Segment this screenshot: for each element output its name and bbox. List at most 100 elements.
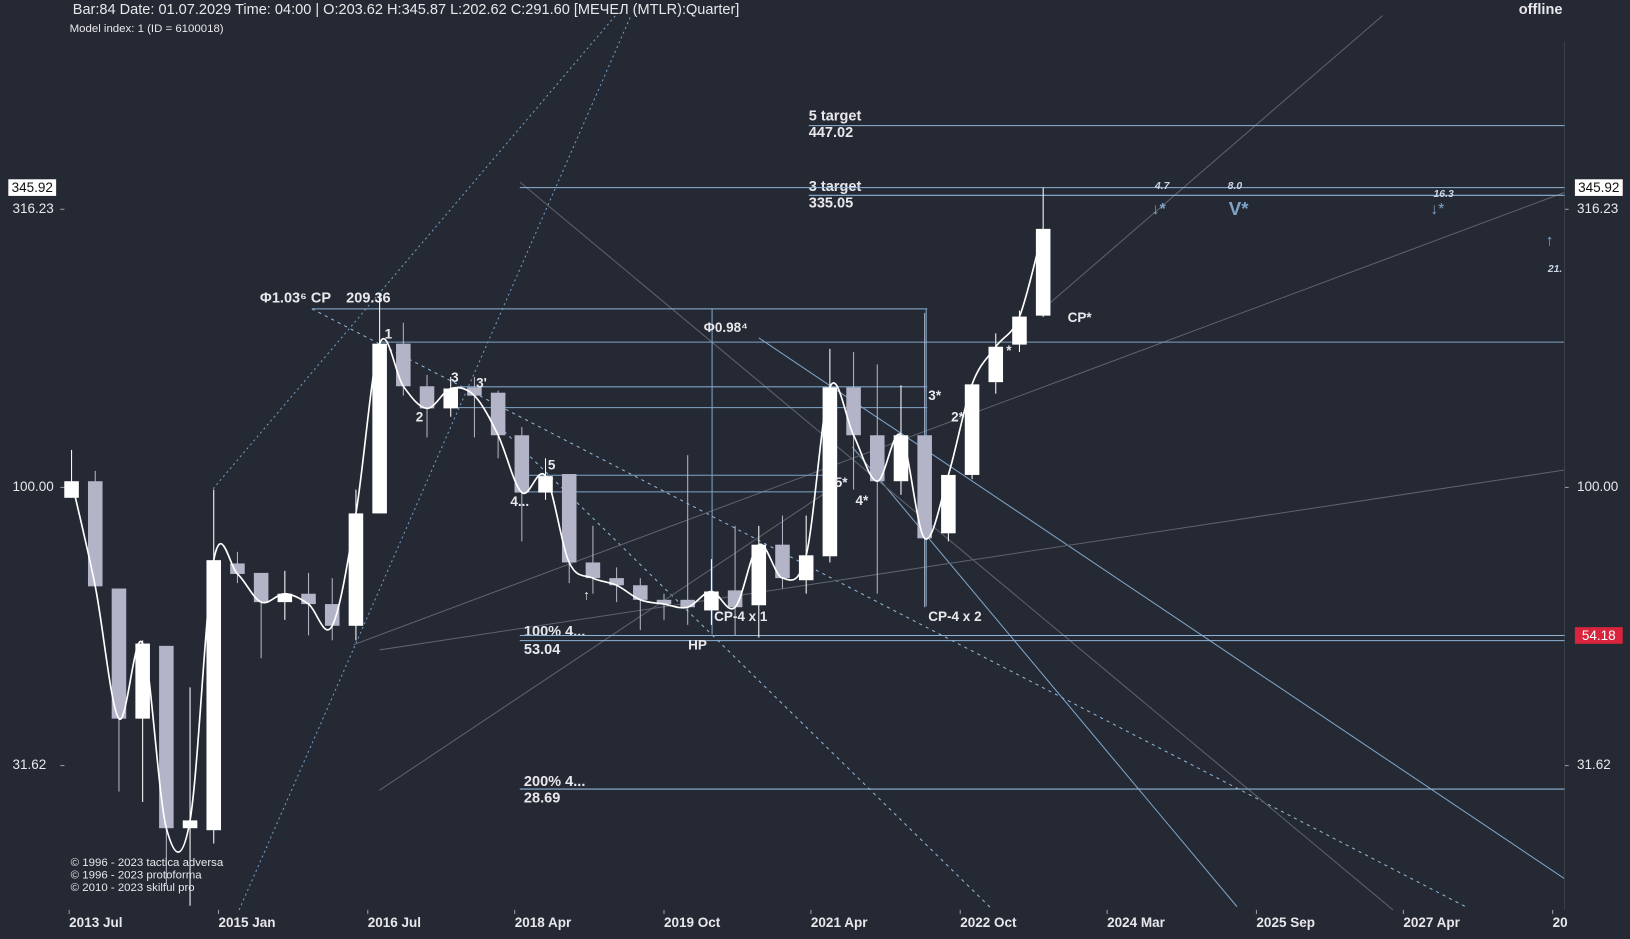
x-tick-label: 2021 Apr	[811, 915, 868, 930]
x-tick-label: 2022 Oct	[960, 915, 1017, 930]
x-tick-label: 2013 Jul	[69, 915, 122, 930]
level-name: 200% 4...	[524, 774, 585, 790]
candle-body	[467, 387, 482, 396]
annotation: 5	[548, 457, 556, 472]
candle-body	[941, 474, 956, 534]
annotation: 3'	[476, 375, 487, 390]
annotation: 4...	[510, 494, 529, 509]
candle-body	[893, 435, 909, 482]
candle-body	[324, 604, 340, 626]
subtitle: Model index: 1 (ID = 6100018)	[70, 23, 224, 35]
candle-body	[135, 643, 150, 719]
level-value: 447.02	[809, 125, 853, 141]
x-tick-label: 2024 Mar	[1107, 915, 1166, 930]
annotation: 1	[385, 326, 393, 341]
trend-line	[1039, 15, 1383, 313]
trend-line	[852, 446, 1238, 908]
level-value: 209.36	[346, 290, 390, 306]
candle-body	[988, 346, 1004, 383]
candle-body	[846, 387, 861, 436]
x-tick-label: 20	[1553, 915, 1568, 930]
y-tick-label: 100.00	[12, 479, 53, 494]
annotation: 16.3	[1434, 189, 1454, 200]
candle-body	[111, 588, 127, 719]
candle-body	[538, 476, 553, 493]
price-marker-label: 345.92	[1578, 180, 1619, 195]
chart-title: Bar:84 Date: 01.07.2029 Time: 04:00 | O:…	[73, 2, 740, 18]
price-marker-label: 54.18	[1582, 628, 1616, 643]
level-name: 3 target	[809, 179, 862, 195]
candle-body	[206, 560, 222, 831]
copyright: © 1996 - 2023 protoforma	[71, 870, 203, 882]
level-value: 335.05	[809, 196, 853, 212]
x-tick-label: 2015 Jan	[218, 915, 275, 930]
candle-body	[301, 593, 316, 605]
trend-line	[311, 308, 1466, 908]
level-value: 53.04	[524, 642, 561, 658]
annotation: ↓*	[1430, 201, 1444, 218]
candle-body	[727, 590, 743, 608]
candle-body	[656, 599, 672, 605]
candle-body	[775, 544, 790, 579]
candle-body	[561, 474, 577, 563]
candle-body	[348, 513, 364, 626]
level-name: 5 target	[809, 108, 862, 124]
candle-body	[822, 387, 838, 557]
candle-body	[372, 343, 387, 514]
candle-body	[680, 599, 695, 608]
candle-body	[443, 388, 458, 409]
candle-body	[585, 562, 601, 579]
annotation: Φ0.98⁴	[704, 320, 748, 335]
trend-line	[353, 191, 1565, 646]
candle-body	[514, 435, 530, 493]
level-name: 100% 4...	[524, 624, 585, 640]
price-marker-label: 345.92	[12, 180, 53, 195]
candle-body	[704, 591, 719, 611]
x-tick-label: 2027 Apr	[1403, 915, 1460, 930]
x-tick-label: 2016 Jul	[368, 915, 421, 930]
annotation: ↓*	[1152, 201, 1167, 218]
copyright: © 1996 - 2023 tactica adversa	[71, 857, 224, 869]
annotation: 21.	[1547, 264, 1562, 275]
candle-body	[159, 645, 174, 829]
candle-body	[277, 593, 293, 603]
annotation: 5*	[835, 475, 849, 490]
annotation: 2*	[951, 410, 965, 425]
price-marker	[1574, 179, 1623, 196]
candle-body	[917, 435, 932, 539]
candle-body	[419, 386, 435, 409]
annotation: *	[1006, 343, 1012, 358]
annotation: CP*	[1068, 310, 1093, 325]
y-tick-label: 316.23	[12, 201, 53, 216]
x-tick-label: 2025 Sep	[1256, 915, 1315, 930]
candle-body	[609, 578, 624, 586]
y-tick-label: 31.62	[1577, 757, 1611, 772]
candle-body	[1035, 228, 1051, 316]
candle-body	[396, 343, 411, 387]
candle-body	[1012, 316, 1027, 345]
x-tick-label: 2019 Oct	[664, 915, 721, 930]
candle-body	[633, 585, 648, 600]
price-marker	[1574, 627, 1623, 644]
status: offline	[1519, 2, 1563, 18]
annotation: 3	[451, 370, 459, 385]
candle-body	[490, 392, 506, 436]
annotation: 2	[416, 410, 424, 425]
candle-body	[964, 384, 980, 475]
candle-body	[751, 544, 767, 606]
trend-line	[379, 469, 1565, 651]
y-tick-label: 100.00	[1577, 479, 1618, 494]
annotation: CP-4 x 1	[714, 609, 768, 624]
copyright: © 2010 - 2023 skilful pro	[71, 882, 195, 894]
annotation: ↑	[1546, 232, 1554, 249]
annotation: 3*	[928, 388, 942, 403]
annotation: V*	[1229, 198, 1249, 219]
annotation: ↑	[583, 587, 590, 602]
candle-body	[230, 563, 245, 574]
candle-body	[798, 555, 814, 581]
level-value: 28.69	[524, 790, 560, 806]
candle-body	[253, 572, 269, 603]
annotation: 4*	[856, 493, 870, 508]
